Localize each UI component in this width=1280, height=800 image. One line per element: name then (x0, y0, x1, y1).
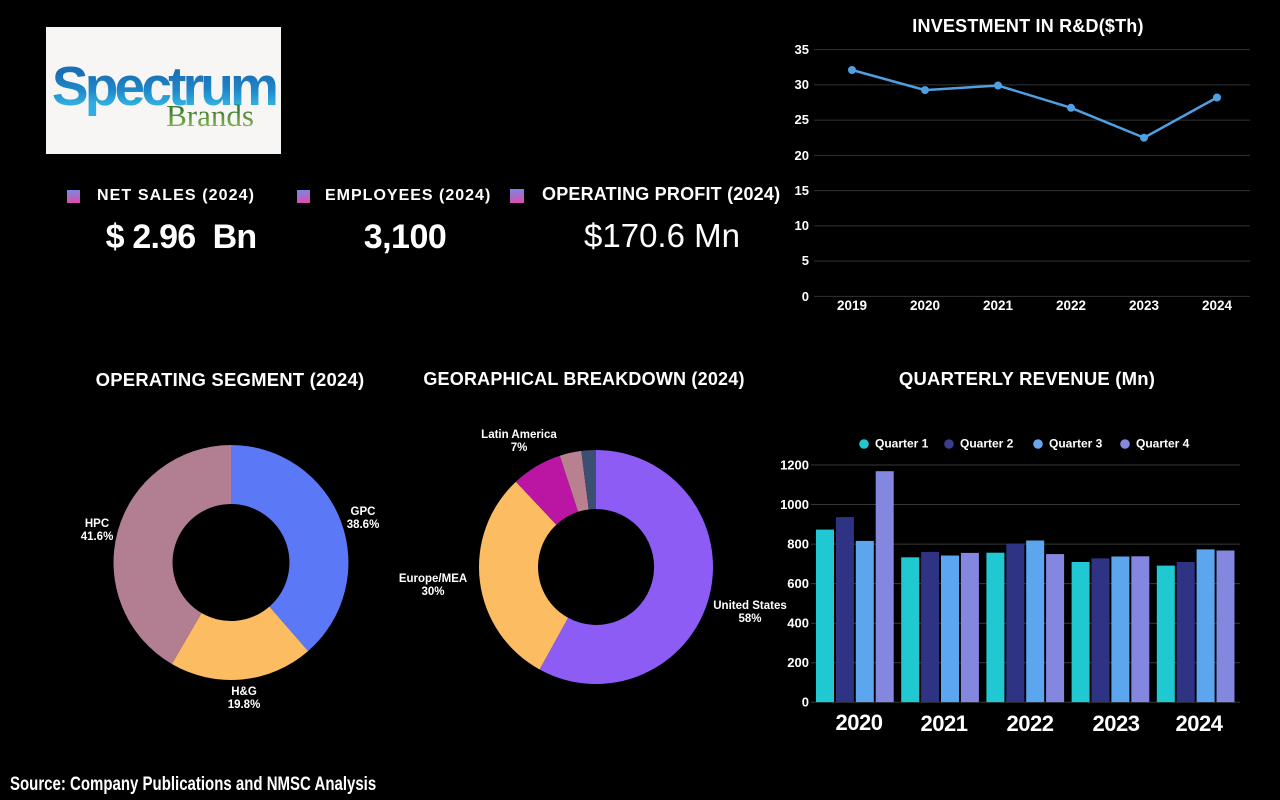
svg-text:Quarter 3: Quarter 3 (1049, 437, 1103, 451)
svg-text:19.8%: 19.8% (228, 699, 261, 711)
svg-text:United States: United States (713, 600, 787, 612)
svg-text:200: 200 (787, 655, 809, 670)
svg-text:0: 0 (802, 289, 809, 304)
svg-text:0: 0 (802, 695, 809, 710)
svg-text:30%: 30% (421, 586, 444, 598)
svg-text:2020: 2020 (836, 710, 883, 735)
svg-text:2021: 2021 (921, 711, 968, 736)
svg-text:25: 25 (795, 112, 809, 127)
svg-text:Quarter 1: Quarter 1 (875, 437, 929, 451)
svg-text:2024: 2024 (1176, 711, 1224, 736)
svg-text:20: 20 (795, 148, 809, 163)
svg-text:600: 600 (787, 576, 809, 591)
svg-text:800: 800 (787, 537, 809, 552)
svg-text:38.6%: 38.6% (347, 519, 380, 531)
svg-text:7%: 7% (511, 442, 528, 454)
svg-text:Europe/MEA: Europe/MEA (399, 573, 467, 585)
svg-text:30: 30 (795, 77, 809, 92)
svg-text:GPC: GPC (351, 506, 376, 518)
svg-text:2022: 2022 (1056, 298, 1086, 313)
svg-text:35: 35 (795, 42, 809, 57)
svg-text:2023: 2023 (1093, 711, 1140, 736)
svg-text:5: 5 (802, 253, 809, 268)
svg-text:1200: 1200 (780, 458, 809, 473)
svg-text:2020: 2020 (910, 298, 940, 313)
svg-text:2022: 2022 (1007, 711, 1054, 736)
svg-text:2024: 2024 (1202, 298, 1233, 313)
svg-text:15: 15 (795, 183, 809, 198)
svg-text:1000: 1000 (780, 497, 809, 512)
svg-text:2021: 2021 (983, 298, 1014, 313)
svg-text:2023: 2023 (1129, 298, 1160, 313)
svg-text:Latin America: Latin America (481, 429, 557, 441)
svg-text:58%: 58% (738, 613, 761, 625)
svg-text:HPC: HPC (85, 518, 109, 530)
svg-text:41.6%: 41.6% (81, 531, 114, 543)
svg-text:Quarter 4: Quarter 4 (1136, 437, 1190, 451)
svg-text:Quarter 2: Quarter 2 (960, 437, 1014, 451)
svg-text:2019: 2019 (837, 298, 867, 313)
svg-text:400: 400 (787, 616, 809, 631)
svg-text:H&G: H&G (231, 686, 257, 698)
svg-text:10: 10 (795, 218, 809, 233)
